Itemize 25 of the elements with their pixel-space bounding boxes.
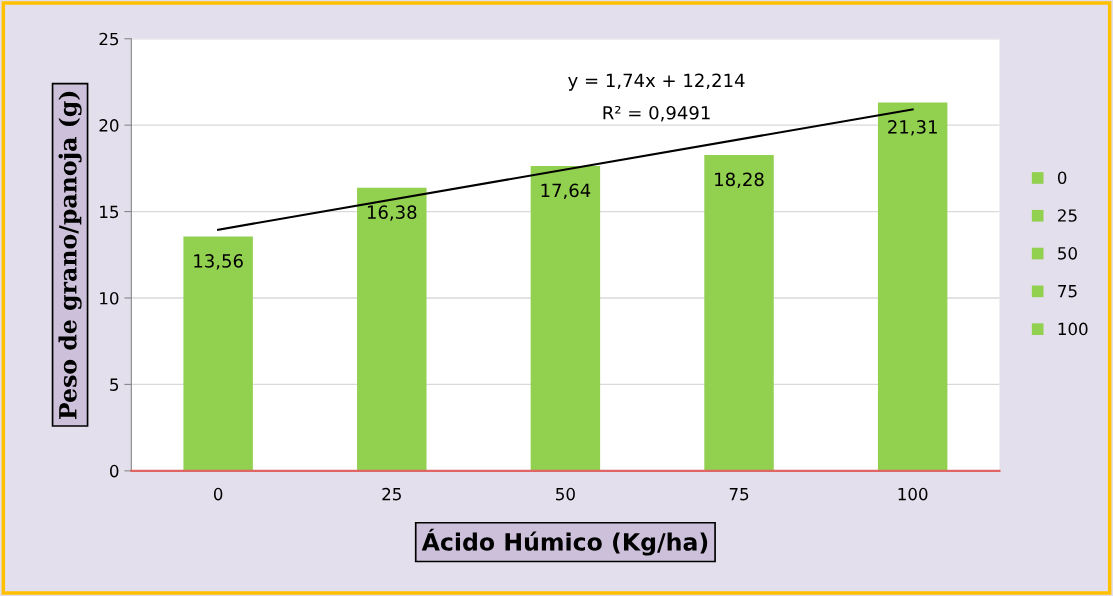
y-tick-label: 20 <box>99 119 119 132</box>
legend-label: 25 <box>1058 209 1077 222</box>
data-label: 21,31 <box>888 120 937 136</box>
y-axis-title: Peso de grano/panoja (g) <box>58 91 82 419</box>
x-tick-label: 25 <box>382 487 401 501</box>
data-label: 17,64 <box>541 183 591 200</box>
legend-label: 0 <box>1057 171 1067 185</box>
x-tick-label: 75 <box>729 488 749 501</box>
legend-label: 100 <box>1058 322 1088 336</box>
legend-label: 50 <box>1058 247 1077 260</box>
x-axis-title: Ácido Húmico (Kg/ha) <box>421 528 708 556</box>
y-tick-label: 10 <box>100 291 119 305</box>
y-tick-label: 0 <box>110 464 119 478</box>
annotation: R² = 0,9491 <box>603 105 710 122</box>
data-label: 18,28 <box>715 172 764 188</box>
y-tick-label: 15 <box>100 205 119 219</box>
annotation: y = 1,74x + 12,214 <box>568 73 745 91</box>
x-tick-label: 0 <box>213 487 223 501</box>
data-label: 13,56 <box>194 254 243 270</box>
legend-label: 75 <box>1058 285 1077 298</box>
y-tick-label: 5 <box>110 378 119 391</box>
y-tick-label: 25 <box>99 32 119 46</box>
data-label: 16,38 <box>367 205 417 221</box>
x-tick-label: 50 <box>556 487 575 501</box>
x-tick-label: 100 <box>898 487 928 501</box>
